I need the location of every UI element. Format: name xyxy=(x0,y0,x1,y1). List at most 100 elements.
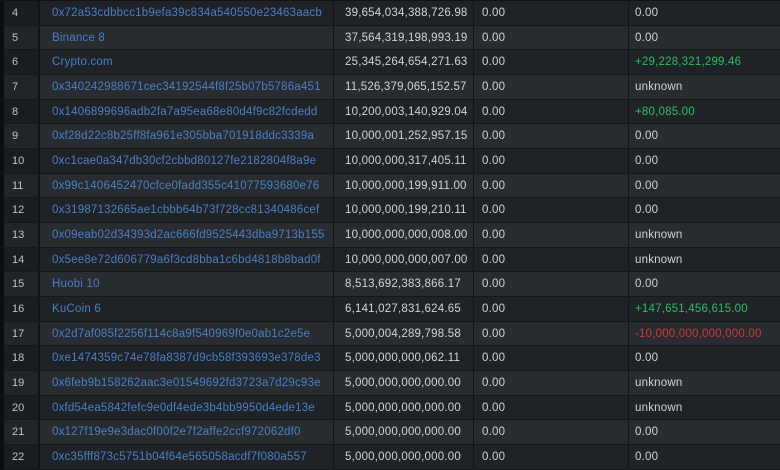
address-link[interactable]: 0xe1474359c74e78fa8387d9cb58f393693e378d… xyxy=(52,352,321,365)
address-link[interactable]: 0xc1cae0a347db30cf2cbbd80127fe2182804f8a… xyxy=(52,154,317,167)
column4-cell: 0.00 xyxy=(474,346,629,371)
column4-value: 0.00 xyxy=(482,450,506,463)
table-row: 9 0xf28d22c8b25ff8fa961e305bba701918ddc3… xyxy=(0,124,780,150)
address-cell: 0x127f19e9e3dac0f00f2e7f2affe2ccf972062d… xyxy=(40,420,334,445)
balance-value: 5,000,004,289,798.58 xyxy=(345,327,461,340)
rank-cell: 22 xyxy=(4,445,40,469)
address-cell: 0x5ee8e72d606779a6f3cd8bba1c6bd4818b8bad… xyxy=(40,247,334,272)
address-link[interactable]: Crypto.com xyxy=(52,56,113,69)
address-link[interactable]: 0x72a53cdbbcc1b9efa39c834a540550e23463aa… xyxy=(52,6,322,19)
balance-value: 37,564,319,198,993.19 xyxy=(345,31,468,44)
column4-cell: 0.00 xyxy=(474,198,629,223)
column4-value: 0.00 xyxy=(482,154,506,167)
address-link[interactable]: 0xc35fff873c5751b04f64e565058acdf7f080a5… xyxy=(52,450,307,463)
balance-cell: 5,000,000,000,000.00 xyxy=(334,445,474,469)
column4-value: 0.00 xyxy=(482,228,506,241)
column4-value: 0.00 xyxy=(482,401,506,414)
column4-cell: 0.00 xyxy=(474,420,629,445)
rank-cell: 5 xyxy=(4,25,40,50)
balance-value: 10,200,003,140,929.04 xyxy=(345,105,468,118)
table-row: 12 0x31987132665ae1cbbb64b73f728cc813404… xyxy=(0,198,780,224)
address-link[interactable]: 0xfd54ea5842fefc9e0df4ede3b4bb9950d4ede1… xyxy=(52,401,315,414)
table-row: 5 Binance 8 37,564,319,198,993.19 0.00 0… xyxy=(0,25,780,51)
address-link[interactable]: 0x31987132665ae1cbbb64b73f728cc81340486c… xyxy=(52,204,320,217)
change-value: 0.00 xyxy=(635,278,659,291)
table-row: 18 0xe1474359c74e78fa8387d9cb58f393693e3… xyxy=(0,346,780,372)
column4-cell: 0.00 xyxy=(474,75,629,99)
balance-cell: 10,000,000,000,007.00 xyxy=(334,247,474,272)
rank-cell: 19 xyxy=(4,371,40,395)
change-cell: unknown xyxy=(629,248,780,272)
balance-value: 10,000,000,317,405.11 xyxy=(345,154,467,167)
rank-cell: 15 xyxy=(4,272,40,297)
address-link[interactable]: 0x09eab02d34393d2ac666fd9525443dba9713b1… xyxy=(52,228,325,241)
address-cell: Crypto.com xyxy=(40,50,334,75)
column4-value: 0.00 xyxy=(482,56,506,69)
address-link[interactable]: 0x6feb9b158262aac3e01549692fd3723a7d29c9… xyxy=(52,376,321,389)
rank-cell: 18 xyxy=(4,346,40,371)
table-row: 17 0x2d7af085f2256f114c8a9f540969f0e0ab1… xyxy=(0,321,780,347)
address-cell: 0x72a53cdbbcc1b9efa39c834a540550e23463aa… xyxy=(40,1,334,25)
change-value: 0.00 xyxy=(635,31,659,44)
change-value: 0.00 xyxy=(635,154,659,167)
column4-cell: 0.00 xyxy=(474,99,629,124)
column4-value: 0.00 xyxy=(482,6,506,19)
column4-cell: 0.00 xyxy=(474,321,629,346)
address-cell: 0xf28d22c8b25ff8fa961e305bba701918ddc333… xyxy=(40,124,334,149)
balance-cell: 10,000,000,199,911.00 xyxy=(334,173,474,198)
column4-value: 0.00 xyxy=(482,327,506,340)
rank-cell: 16 xyxy=(4,297,40,321)
balance-cell: 5,000,000,000,062.11 xyxy=(334,346,474,371)
change-cell: 0.00 xyxy=(629,149,780,173)
column4-cell: 0.00 xyxy=(474,223,629,247)
change-value: +29,228,321,299.46 xyxy=(635,56,742,69)
address-link[interactable]: 0x127f19e9e3dac0f00f2e7f2affe2ccf972062d… xyxy=(52,426,301,439)
address-cell: Binance 8 xyxy=(40,25,334,50)
address-cell: 0x99c1406452470cfce0fadd355c41077593680e… xyxy=(40,173,334,198)
balance-cell: 39,654,034,388,726.98 xyxy=(334,1,474,25)
rank-cell: 9 xyxy=(4,124,40,149)
balance-value: 6,141,027,831,624.65 xyxy=(345,302,461,315)
table-row: 6 Crypto.com 25,345,264,654,271.63 0.00 … xyxy=(0,50,780,76)
address-cell: 0x6feb9b158262aac3e01549692fd3723a7d29c9… xyxy=(40,371,334,395)
balance-value: 10,000,000,199,210.11 xyxy=(345,204,467,217)
rank-label: 15 xyxy=(12,278,25,291)
address-link[interactable]: 0x99c1406452470cfce0fadd355c41077593680e… xyxy=(52,179,320,192)
rank-cell: 17 xyxy=(4,321,40,346)
table-row: 10 0xc1cae0a347db30cf2cbbd80127fe2182804… xyxy=(0,149,780,174)
change-value: 0.00 xyxy=(635,450,659,463)
change-value: unknown xyxy=(635,376,683,389)
balance-value: 5,000,000,000,000.00 xyxy=(345,450,461,463)
change-value: -10,000,000,000,000.00 xyxy=(635,327,762,340)
change-cell: 0.00 xyxy=(629,420,780,444)
address-link[interactable]: Binance 8 xyxy=(52,31,105,44)
change-value: 0.00 xyxy=(635,6,659,19)
address-link[interactable]: Huobi 10 xyxy=(52,278,100,291)
address-link[interactable]: 0xf28d22c8b25ff8fa961e305bba701918ddc333… xyxy=(52,130,315,143)
address-cell: 0xfd54ea5842fefc9e0df4ede3b4bb9950d4ede1… xyxy=(40,395,334,420)
balance-cell: 10,200,003,140,929.04 xyxy=(334,99,474,124)
table-row: 16 KuCoin 6 6,141,027,831,624.65 0.00 +1… xyxy=(0,297,780,322)
column4-cell: 0.00 xyxy=(474,25,629,50)
address-link[interactable]: 0x1406899696adb2fa7a95ea68e80d4f9c82fcde… xyxy=(52,105,318,118)
rank-cell: 7 xyxy=(4,75,40,99)
rank-label: 16 xyxy=(12,302,25,315)
column4-cell: 0.00 xyxy=(474,124,629,149)
rank-label: 13 xyxy=(12,228,25,241)
change-cell: 0.00 xyxy=(629,445,780,469)
balance-value: 8,513,692,383,866.17 xyxy=(345,278,461,291)
change-value: unknown xyxy=(635,228,683,241)
table-row: 20 0xfd54ea5842fefc9e0df4ede3b4bb9950d4e… xyxy=(0,395,780,421)
column4-value: 0.00 xyxy=(482,253,506,266)
change-cell: 0.00 xyxy=(629,346,780,370)
address-link[interactable]: KuCoin 6 xyxy=(52,302,101,315)
rank-cell: 20 xyxy=(4,395,40,420)
address-cell: 0xc35fff873c5751b04f64e565058acdf7f080a5… xyxy=(40,445,334,469)
address-link[interactable]: 0x340242988671cec34192544f8f25b07b5786a4… xyxy=(52,80,321,93)
address-link[interactable]: 0x5ee8e72d606779a6f3cd8bba1c6bd4818b8bad… xyxy=(52,253,321,266)
rank-cell: 4 xyxy=(4,1,40,25)
address-cell: Huobi 10 xyxy=(40,272,334,297)
address-link[interactable]: 0x2d7af085f2256f114c8a9f540969f0e0ab1c2e… xyxy=(52,327,311,340)
rank-label: 11 xyxy=(12,179,24,192)
